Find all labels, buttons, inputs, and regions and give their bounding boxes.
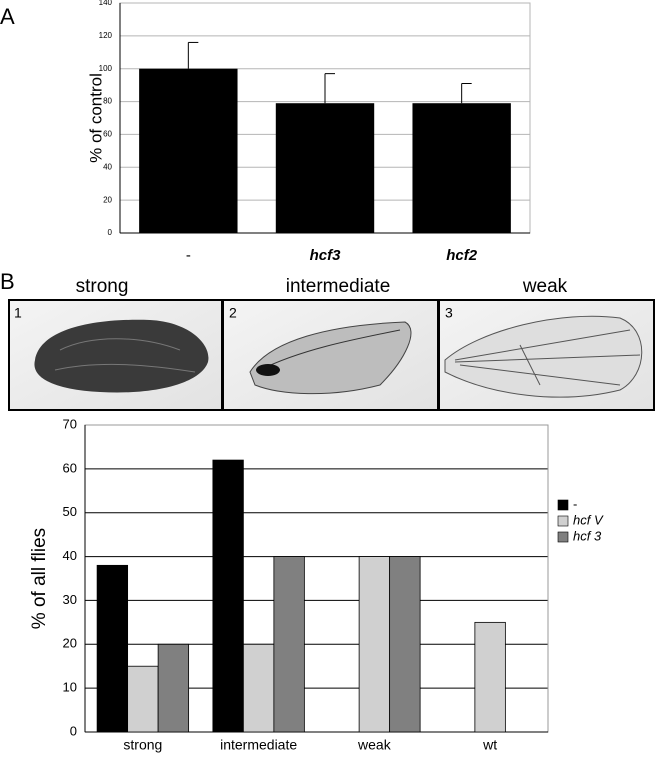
panel-label: A xyxy=(0,4,15,29)
y-tick-label: 30 xyxy=(63,592,77,607)
image-number: 1 xyxy=(14,305,22,321)
image-caption: strong xyxy=(76,276,129,297)
legend-label: hcf V xyxy=(573,512,604,527)
y-tick-label: 0 xyxy=(70,723,77,738)
bar xyxy=(157,643,190,733)
image-caption: weak xyxy=(522,276,568,297)
panel-label: B xyxy=(0,269,15,294)
bar xyxy=(96,564,129,733)
bar xyxy=(139,68,238,233)
image-number: 3 xyxy=(445,305,453,321)
y-axis-label: % of control xyxy=(86,73,105,163)
legend-label: hcf 3 xyxy=(573,528,602,543)
image-caption: intermediate xyxy=(286,276,391,297)
legend-label: - xyxy=(573,496,577,511)
y-tick-label: 50 xyxy=(63,504,77,519)
x-tick-label: strong xyxy=(123,737,162,753)
wing-image: 3 xyxy=(438,299,655,411)
x-tick-label: hcf2 xyxy=(446,247,478,264)
y-tick-label: 60 xyxy=(63,460,77,475)
y-tick-label: 40 xyxy=(103,162,112,171)
y-tick-label: 70 xyxy=(63,416,77,431)
bar xyxy=(474,621,506,733)
y-tick-label: 120 xyxy=(99,31,113,40)
bar xyxy=(127,665,159,733)
y-tick-label: 140 xyxy=(99,0,113,7)
bar xyxy=(275,103,375,233)
bar xyxy=(389,556,421,733)
y-tick-label: 20 xyxy=(103,195,112,204)
bar xyxy=(412,103,511,233)
bar xyxy=(242,643,275,733)
bar xyxy=(212,459,244,733)
bar xyxy=(358,556,391,733)
y-axis-label: % of all flies xyxy=(29,528,50,629)
legend-swatch xyxy=(557,499,569,511)
y-tick-label: 100 xyxy=(99,64,113,73)
y-tick-label: 80 xyxy=(103,97,112,106)
x-tick-label: hcf3 xyxy=(310,247,342,264)
y-tick-label: 0 xyxy=(108,228,113,237)
wing-image: 1 xyxy=(8,299,223,411)
legend-swatch xyxy=(557,531,569,543)
wing-image: 2 xyxy=(222,299,439,411)
bar xyxy=(273,556,305,733)
x-tick-label: weak xyxy=(357,737,392,753)
y-tick-label: 20 xyxy=(63,636,77,651)
legend-swatch xyxy=(557,515,569,527)
y-tick-label: 60 xyxy=(103,130,112,139)
x-tick-label: wt xyxy=(482,737,497,753)
y-tick-label: 40 xyxy=(63,548,77,563)
y-tick-label: 10 xyxy=(63,680,77,695)
x-tick-label: intermediate xyxy=(220,737,297,753)
x-tick-label: - xyxy=(186,247,191,264)
image-number: 2 xyxy=(229,305,237,321)
